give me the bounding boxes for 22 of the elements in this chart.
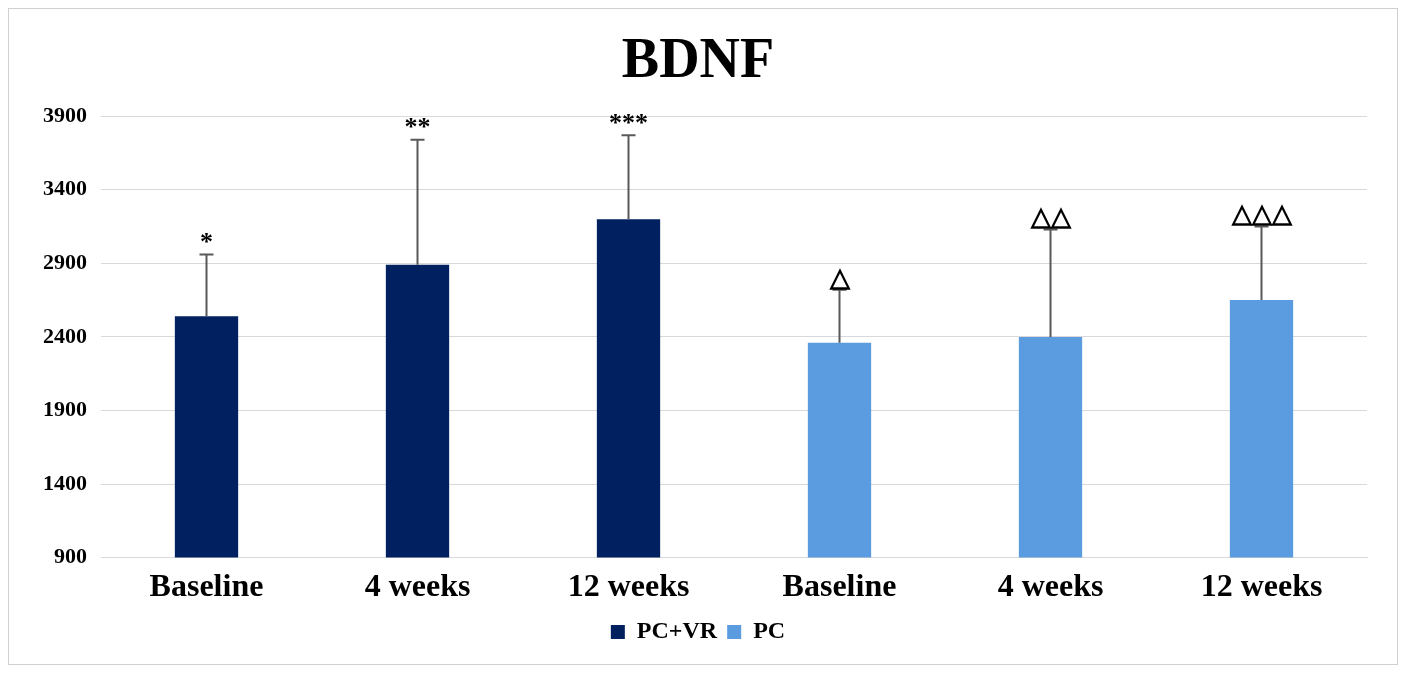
- x-tick-label: Baseline: [782, 567, 897, 604]
- legend-label: PC+VR: [636, 617, 718, 644]
- annotation: **: [404, 112, 431, 142]
- annotation: △: [828, 262, 851, 292]
- x-tick-label: 12 weeks: [567, 567, 690, 604]
- annotation: △△△: [1230, 199, 1293, 229]
- y-tick-label: 3400: [43, 175, 87, 201]
- y-tick-label: 2900: [43, 249, 87, 275]
- chart-title: BDNF: [621, 27, 775, 90]
- annotation: *: [200, 227, 213, 257]
- x-tick-label: 12 weeks: [1200, 567, 1323, 604]
- legend-label: PC: [753, 617, 786, 644]
- y-tick-label: 1400: [43, 469, 87, 495]
- y-tick-label: 1900: [43, 396, 87, 422]
- y-tick-label: 900: [54, 543, 87, 569]
- annotation: ***: [609, 108, 648, 138]
- y-tick-label: 3900: [43, 101, 87, 127]
- x-tick-label: 4 weeks: [997, 567, 1104, 604]
- x-tick-label: Baseline: [149, 567, 264, 604]
- x-tick-label: 4 weeks: [364, 567, 471, 604]
- y-tick-label: 2400: [43, 322, 87, 348]
- annotation: △△: [1029, 202, 1072, 232]
